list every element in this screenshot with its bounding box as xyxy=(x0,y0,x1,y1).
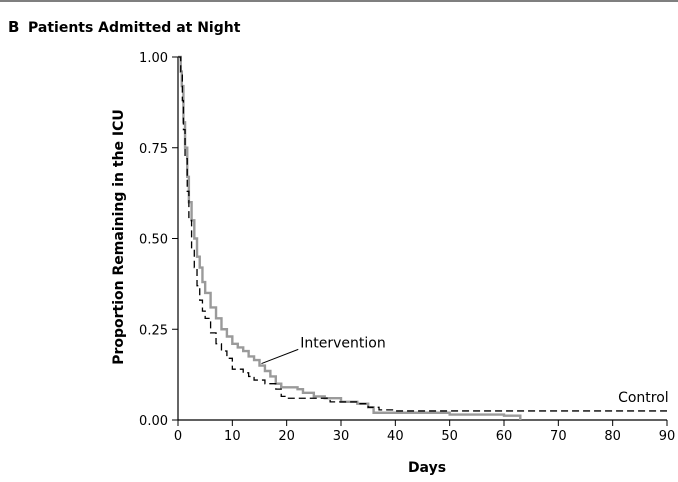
x-tick-label-0: 0 xyxy=(174,429,182,444)
annotation-intervention: Intervention xyxy=(300,335,385,351)
annotation-control: Control xyxy=(618,390,669,406)
x-tick-label-50: 50 xyxy=(441,429,458,444)
y-axis-title: Proportion Remaining in the ICU xyxy=(111,109,127,365)
y-tick-label-0.00: 0.00 xyxy=(139,414,168,429)
annotation-intervention-pointer xyxy=(261,348,299,365)
x-tick-label-90: 90 xyxy=(659,429,676,444)
x-tick-label-20: 20 xyxy=(278,429,295,444)
x-tick-label-70: 70 xyxy=(550,429,567,444)
series-intervention-line xyxy=(178,55,522,420)
x-axis-title: Days xyxy=(408,460,446,476)
x-tick-label-60: 60 xyxy=(496,429,513,444)
y-tick-label-1.00: 1.00 xyxy=(139,51,168,66)
x-tick-label-40: 40 xyxy=(387,429,404,444)
y-tick-label-0.25: 0.25 xyxy=(139,323,168,338)
x-tick-label-30: 30 xyxy=(333,429,350,444)
chart-title: Patients Admitted at Night xyxy=(28,20,241,36)
y-tick-label-0.50: 0.50 xyxy=(139,233,168,248)
series-control-line xyxy=(178,56,667,412)
x-tick-label-10: 10 xyxy=(224,429,241,444)
y-tick-label-0.75: 0.75 xyxy=(139,142,168,157)
plot-area: 0 10 20 30 40 50 60 70 80 90 0.00 0.25 0.50 0.75 1.00 I… xyxy=(139,51,675,444)
x-tick-label-80: 80 xyxy=(604,429,621,444)
panel-label: B xyxy=(8,18,19,36)
